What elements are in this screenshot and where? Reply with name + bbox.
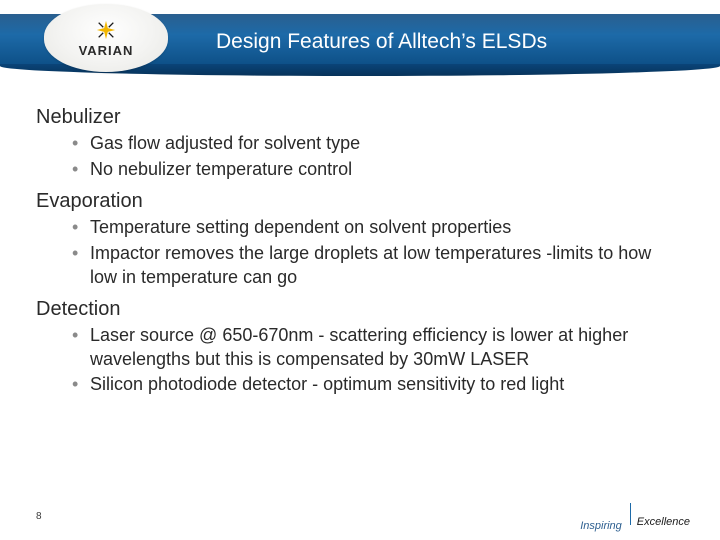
- tagline-divider-icon: [630, 503, 631, 525]
- brand-tagline: Inspiring Excellence: [580, 503, 690, 528]
- list-item: Laser source @ 650-670nm - scattering ef…: [36, 324, 676, 372]
- brand-name: VARIAN: [79, 43, 134, 58]
- bullet-list: Gas flow adjusted for solvent type No ne…: [36, 132, 676, 182]
- section-heading: Evaporation: [36, 188, 676, 214]
- page-number: 8: [36, 511, 42, 522]
- list-item: Impactor removes the large droplets at l…: [36, 242, 676, 290]
- tagline-word-a: Inspiring: [580, 520, 622, 532]
- slide-title: Design Features of Alltech’s ELSDs: [216, 30, 700, 54]
- list-item: Silicon photodiode detector - optimum se…: [36, 373, 676, 397]
- tagline-word-b: Excellence: [637, 516, 690, 528]
- star-icon: [95, 19, 117, 41]
- section-heading: Detection: [36, 296, 676, 322]
- slide: VARIAN Design Features of Alltech’s ELSD…: [0, 0, 720, 540]
- bullet-list: Laser source @ 650-670nm - scattering ef…: [36, 324, 676, 397]
- brand-logo-pod: VARIAN: [44, 4, 168, 72]
- section-heading: Nebulizer: [36, 104, 676, 130]
- section: Detection Laser source @ 650-670nm - sca…: [36, 296, 676, 398]
- content-area: Nebulizer Gas flow adjusted for solvent …: [36, 98, 676, 403]
- list-item: No nebulizer temperature control: [36, 158, 676, 182]
- list-item: Temperature setting dependent on solvent…: [36, 216, 676, 240]
- section: Evaporation Temperature setting dependen…: [36, 188, 676, 290]
- list-item: Gas flow adjusted for solvent type: [36, 132, 676, 156]
- header: VARIAN Design Features of Alltech’s ELSD…: [0, 0, 720, 78]
- bullet-list: Temperature setting dependent on solvent…: [36, 216, 676, 289]
- section: Nebulizer Gas flow adjusted for solvent …: [36, 104, 676, 182]
